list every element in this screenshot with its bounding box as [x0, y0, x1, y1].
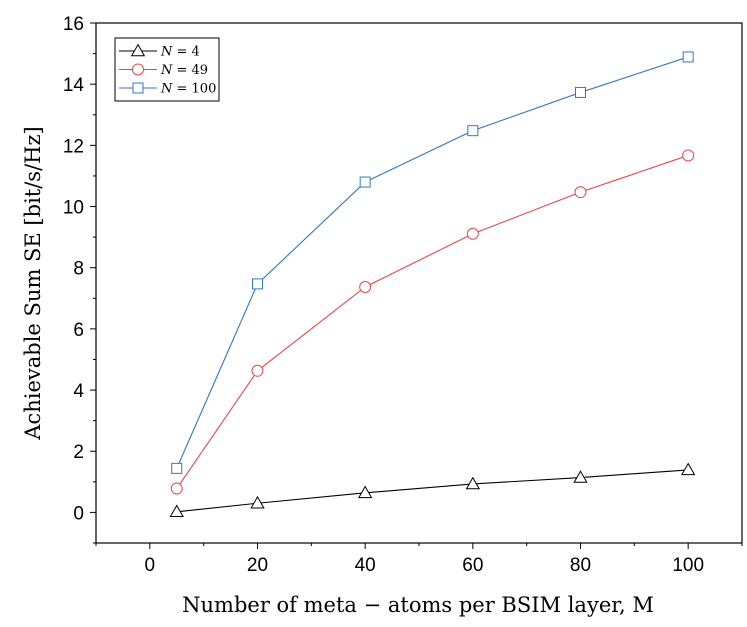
x-tick-label: 100: [672, 555, 704, 576]
x-tick-label: 40: [355, 555, 376, 576]
legend-label: N = 49: [160, 63, 208, 78]
data-point: [573, 470, 588, 483]
y-axis-ticks: 0 2 4 6 8 10 12 14 16: [63, 14, 96, 544]
data-point: [466, 227, 479, 240]
data-point: [171, 462, 183, 474]
y-tick-label: 16: [63, 14, 84, 35]
y-tick-label: 2: [73, 442, 84, 463]
data-point: [574, 186, 587, 199]
x-tick-label: 20: [247, 555, 268, 576]
series-line-2: [176, 56, 689, 469]
data-point: [357, 485, 373, 499]
y-tick-label: 14: [63, 75, 85, 96]
data-point: [680, 462, 696, 476]
x-axis-ticks: 0 20 40 60 80 100: [95, 543, 743, 576]
data-point: [359, 176, 371, 188]
y-tick-label: 4: [73, 381, 84, 402]
series-markers: [169, 51, 696, 518]
data-point: [170, 482, 183, 495]
x-tick-label: 80: [570, 555, 591, 576]
data-point: [682, 51, 694, 63]
y-tick-label: 6: [73, 320, 84, 341]
data-point: [169, 504, 184, 518]
x-tick-label: 60: [462, 555, 483, 576]
data-point: [359, 280, 372, 293]
data-point: [251, 364, 264, 377]
legend-label: N = 100: [160, 82, 216, 97]
legend-marker: [132, 63, 144, 76]
data-point: [467, 125, 479, 137]
y-axis-label: Achievable Sum SE [bit/s/Hz]: [21, 126, 45, 440]
legend-marker: [130, 43, 146, 57]
data-point: [682, 149, 695, 162]
data-point: [575, 86, 586, 98]
x-tick-label: 0: [145, 555, 156, 576]
legend-label: N = 4: [160, 45, 200, 60]
y-tick-label: 12: [63, 136, 84, 157]
series-line-1: [176, 154, 689, 489]
series-line-0: [176, 469, 689, 513]
y-tick-label: 8: [73, 259, 84, 280]
y-tick-label: 0: [73, 503, 84, 524]
legend: N = 4 N = 49 N = 100: [114, 37, 220, 102]
data-point: [465, 476, 481, 490]
x-axis-label: Number of meta − atoms per BSIM layer, M: [182, 593, 654, 617]
legend-marker: [132, 82, 144, 94]
y-tick-label: 10: [63, 198, 84, 219]
data-point: [250, 495, 265, 509]
data-point: [252, 278, 263, 290]
series-lines: [176, 56, 689, 513]
